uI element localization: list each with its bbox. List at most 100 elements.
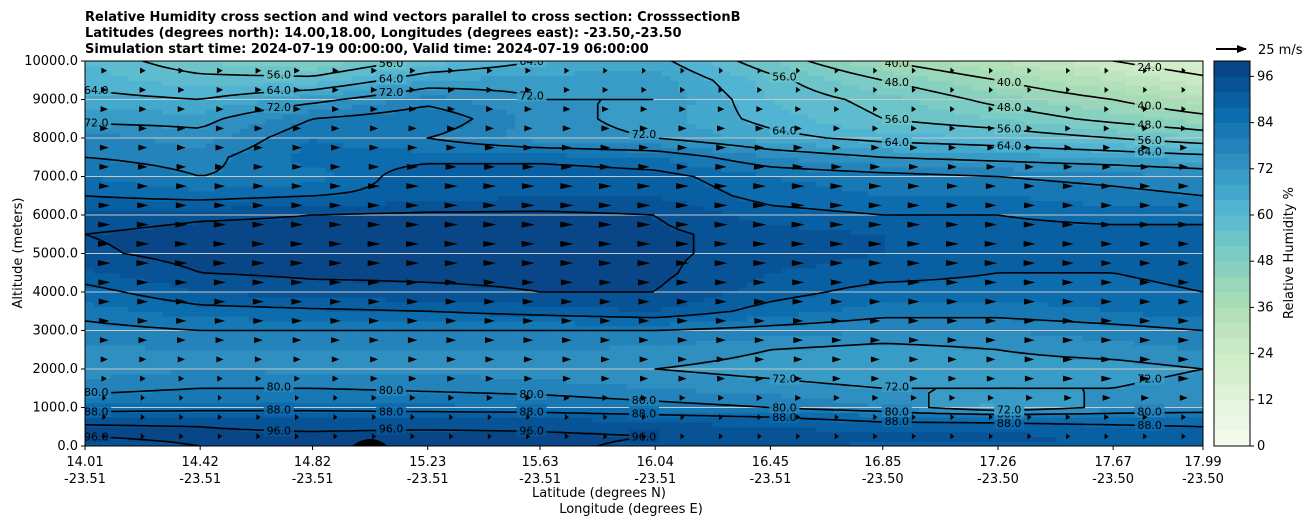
rh-cell <box>429 369 439 375</box>
rh-cell <box>110 431 120 437</box>
rh-cell <box>239 330 249 336</box>
rh-cell <box>540 263 550 269</box>
rh-cell <box>153 441 163 446</box>
rh-cell <box>893 393 903 399</box>
rh-cell <box>1039 282 1049 288</box>
rh-cell <box>1005 436 1015 442</box>
rh-cell <box>644 296 654 303</box>
rh-cell <box>437 320 447 327</box>
rh-cell <box>317 277 327 283</box>
rh-cell <box>102 330 112 336</box>
rh-cell <box>506 397 516 404</box>
rh-cell <box>429 431 439 437</box>
rh-cell <box>472 301 482 308</box>
rh-cell <box>575 426 585 433</box>
rh-cell <box>162 320 172 327</box>
rh-cell <box>446 258 456 264</box>
rh-cell <box>609 287 619 293</box>
rh-cell <box>962 263 972 269</box>
rh-cell <box>136 364 146 370</box>
rh-cell <box>308 354 318 360</box>
rh-cell <box>179 301 189 308</box>
rh-cell <box>867 388 877 394</box>
rh-cell <box>153 359 163 365</box>
rh-cell <box>635 306 645 312</box>
rh-cell <box>1065 402 1075 409</box>
rh-cell <box>523 263 533 269</box>
rh-cell <box>368 421 378 428</box>
rh-cell <box>102 282 112 288</box>
rh-cell <box>712 340 722 346</box>
rh-cell <box>343 316 353 322</box>
rh-cell <box>343 378 353 385</box>
rh-cell <box>730 277 740 283</box>
rh-cell <box>128 301 138 308</box>
rh-cell <box>1177 340 1187 346</box>
rh-cell <box>325 378 335 385</box>
rh-cell <box>859 436 869 442</box>
rh-cell <box>618 282 628 288</box>
rh-cell <box>368 320 378 327</box>
rh-cell <box>575 287 585 293</box>
rh-cell <box>1160 292 1170 298</box>
rh-cell <box>936 272 946 279</box>
rh-cell <box>566 292 576 298</box>
rh-cell <box>368 397 378 404</box>
rh-cell <box>1125 436 1135 442</box>
rh-cell <box>1142 364 1152 370</box>
rh-cell <box>962 397 972 404</box>
rh-cell <box>274 393 284 399</box>
rh-cell <box>282 325 292 332</box>
rh-cell <box>119 320 129 327</box>
rh-cell <box>1048 393 1058 399</box>
rh-cell <box>179 277 189 283</box>
rh-cell <box>841 325 851 332</box>
rh-cell <box>876 364 886 370</box>
rh-cell <box>523 383 533 389</box>
rh-cell <box>429 340 439 346</box>
rh-cell <box>420 316 430 322</box>
rh-cell <box>171 267 181 274</box>
rh-cell <box>859 306 869 312</box>
rh-cell <box>850 344 860 351</box>
rh-cell <box>454 349 464 356</box>
rh-cell <box>1151 311 1161 317</box>
rh-cell <box>927 287 937 293</box>
rh-cell <box>558 349 568 356</box>
rh-cell <box>1074 320 1084 327</box>
rh-cell <box>601 378 611 385</box>
rh-cell <box>214 441 224 446</box>
rh-cell <box>540 330 550 336</box>
rh-cell <box>110 359 120 365</box>
rh-cell <box>196 296 206 303</box>
rh-cell <box>248 330 258 336</box>
rh-cell <box>988 311 998 317</box>
rh-cell <box>540 306 550 312</box>
rh-cell <box>162 292 172 298</box>
rh-cell <box>575 359 585 365</box>
rh-cell <box>618 421 628 428</box>
rh-cell <box>592 287 602 293</box>
rh-cell <box>291 373 301 380</box>
rh-cell <box>368 267 378 274</box>
rh-cell <box>687 426 697 433</box>
rh-cell <box>1142 296 1152 303</box>
rh-cell <box>171 335 181 341</box>
rh-cell <box>136 417 146 423</box>
rh-cell <box>515 292 525 298</box>
rh-cell <box>824 330 834 336</box>
rh-cell <box>1056 272 1066 279</box>
rh-cell <box>334 412 344 418</box>
rh-cell <box>962 320 972 327</box>
rh-cell <box>807 282 817 288</box>
rh-cell <box>669 335 679 341</box>
rh-cell <box>489 330 499 336</box>
rh-cell <box>274 320 284 327</box>
rh-cell <box>618 349 628 356</box>
rh-cell <box>506 373 516 380</box>
rh-cell <box>1194 393 1203 399</box>
rh-cell <box>1168 421 1178 428</box>
rh-cell <box>575 383 585 389</box>
rh-cell <box>515 344 525 351</box>
rh-cell <box>463 320 473 327</box>
